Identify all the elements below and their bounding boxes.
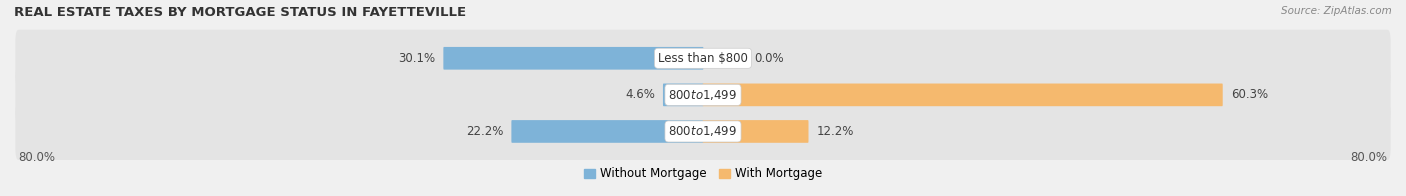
Text: 60.3%: 60.3%	[1230, 88, 1268, 101]
Text: REAL ESTATE TAXES BY MORTGAGE STATUS IN FAYETTEVILLE: REAL ESTATE TAXES BY MORTGAGE STATUS IN …	[14, 6, 467, 19]
FancyBboxPatch shape	[703, 120, 808, 143]
Text: 80.0%: 80.0%	[1351, 151, 1388, 164]
Text: Source: ZipAtlas.com: Source: ZipAtlas.com	[1281, 6, 1392, 16]
Text: $800 to $1,499: $800 to $1,499	[668, 88, 738, 102]
FancyBboxPatch shape	[15, 30, 1391, 87]
FancyBboxPatch shape	[512, 120, 703, 143]
Legend: Without Mortgage, With Mortgage: Without Mortgage, With Mortgage	[579, 162, 827, 185]
FancyBboxPatch shape	[703, 83, 1223, 106]
Text: 12.2%: 12.2%	[817, 125, 853, 138]
Text: 30.1%: 30.1%	[398, 52, 436, 65]
FancyBboxPatch shape	[443, 47, 703, 70]
FancyBboxPatch shape	[15, 103, 1391, 160]
FancyBboxPatch shape	[15, 66, 1391, 123]
Text: 4.6%: 4.6%	[624, 88, 655, 101]
Text: 22.2%: 22.2%	[465, 125, 503, 138]
Text: 0.0%: 0.0%	[755, 52, 785, 65]
Text: $800 to $1,499: $800 to $1,499	[668, 124, 738, 138]
FancyBboxPatch shape	[664, 83, 703, 106]
Text: Less than $800: Less than $800	[658, 52, 748, 65]
Text: 80.0%: 80.0%	[18, 151, 55, 164]
